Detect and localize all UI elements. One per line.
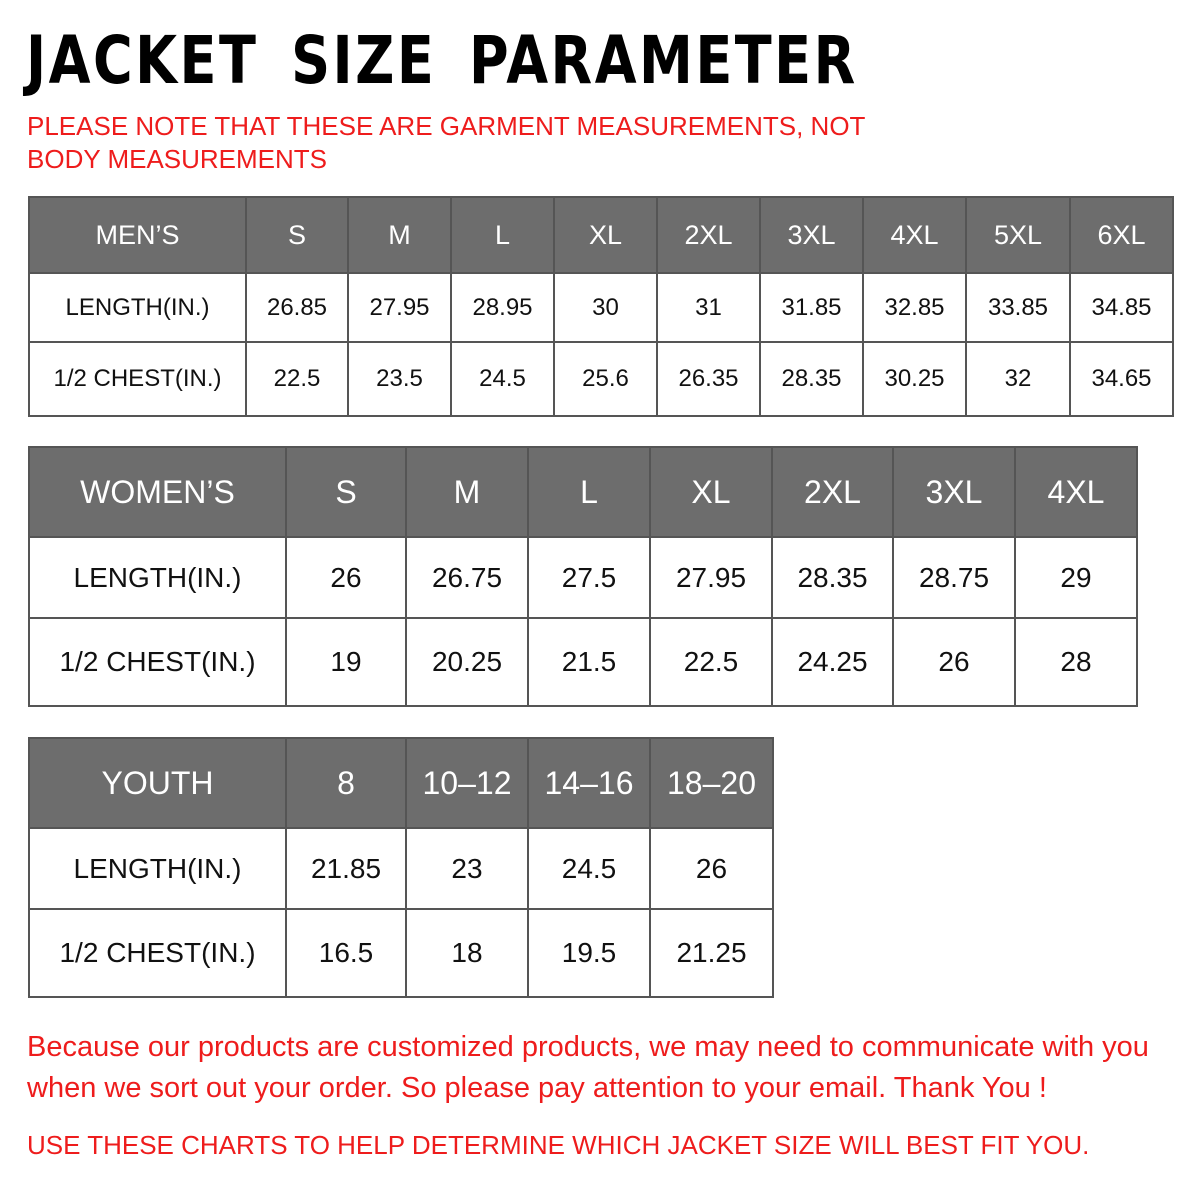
measurement-value: 26 <box>285 536 407 619</box>
measurement-value: 22.5 <box>649 617 773 707</box>
category-header: WOMEN’S <box>28 446 287 538</box>
page-title: JACKET SIZE PARAMETER <box>26 22 858 99</box>
measurement-value: 19.5 <box>527 908 651 998</box>
size-header: 5XL <box>965 196 1071 274</box>
measurement-value: 26.75 <box>405 536 529 619</box>
size-header: XL <box>649 446 773 538</box>
size-header: S <box>245 196 349 274</box>
measurement-value: 26 <box>892 617 1016 707</box>
measurement-value: 28.95 <box>450 272 555 343</box>
size-header: M <box>347 196 452 274</box>
fit-instruction: USE THESE CHARTS TO HELP DETERMINE WHICH… <box>27 1130 1090 1160</box>
measurement-value: 28.35 <box>759 341 864 417</box>
measurement-value: 22.5 <box>245 341 349 417</box>
measurement-value: 26.85 <box>245 272 349 343</box>
measurement-value: 21.5 <box>527 617 651 707</box>
size-header: S <box>285 446 407 538</box>
measurement-value: 21.25 <box>649 908 774 998</box>
table-row: LENGTH(IN.) 26 26.75 27.5 27.95 28.35 28.75 29 <box>28 536 1138 619</box>
measurement-value: 33.85 <box>965 272 1071 343</box>
measurement-value: 34.85 <box>1069 272 1174 343</box>
measurement-value: 26.35 <box>656 341 761 417</box>
measurement-value: 23 <box>405 827 529 910</box>
table-header-row: YOUTH 8 10–12 14–16 18–20 <box>28 737 774 829</box>
measurement-value: 18 <box>405 908 529 998</box>
table-row: LENGTH(IN.) 21.85 23 24.5 26 <box>28 827 774 910</box>
measurement-value: 25.6 <box>553 341 658 417</box>
size-header: 8 <box>285 737 407 829</box>
size-header: L <box>527 446 651 538</box>
size-header: 4XL <box>862 196 967 274</box>
measurement-label: 1/2 CHEST(IN.) <box>28 617 287 707</box>
youth-size-table: YOUTH 8 10–12 14–16 18–20 LENGTH(IN.) 21.85 23 2… <box>28 737 774 998</box>
measurement-value: 24.25 <box>771 617 894 707</box>
measurement-value: 23.5 <box>347 341 452 417</box>
measurement-value: 32 <box>965 341 1071 417</box>
measurement-label: LENGTH(IN.) <box>28 827 287 910</box>
size-header: 6XL <box>1069 196 1174 274</box>
size-header: 2XL <box>771 446 894 538</box>
mens-size-table: MEN’S S M L XL 2XL 3XL 4XL 5XL 6XL LENGTH(IN.) 26.8… <box>28 196 1174 417</box>
size-header: 14–16 <box>527 737 651 829</box>
measurement-value: 32.85 <box>862 272 967 343</box>
measurement-value: 30.25 <box>862 341 967 417</box>
table-row: 1/2 CHEST(IN.) 22.5 23.5 24.5 25.6 26.35 28.35… <box>28 341 1174 417</box>
size-header: 4XL <box>1014 446 1138 538</box>
size-header: 3XL <box>759 196 864 274</box>
size-header: 18–20 <box>649 737 774 829</box>
category-header: YOUTH <box>28 737 287 829</box>
measurement-value: 19 <box>285 617 407 707</box>
measurement-value: 28.75 <box>892 536 1016 619</box>
measurement-note: PLEASE NOTE THAT THESE ARE GARMENT MEASU… <box>27 111 865 174</box>
table-row: LENGTH(IN.) 26.85 27.95 28.95 30 31 31.85 32.85… <box>28 272 1174 343</box>
measurement-value: 28.35 <box>771 536 894 619</box>
measurement-value: 34.65 <box>1069 341 1174 417</box>
table-row: 1/2 CHEST(IN.) 19 20.25 21.5 22.5 24.25 26 28 <box>28 617 1138 707</box>
size-header: M <box>405 446 529 538</box>
measurement-value: 30 <box>553 272 658 343</box>
size-header: L <box>450 196 555 274</box>
measurement-value: 24.5 <box>450 341 555 417</box>
measurement-value: 20.25 <box>405 617 529 707</box>
measurement-value: 27.5 <box>527 536 651 619</box>
measurement-label: LENGTH(IN.) <box>28 272 247 343</box>
measurement-value: 27.95 <box>347 272 452 343</box>
measurement-value: 28 <box>1014 617 1138 707</box>
measurement-value: 21.85 <box>285 827 407 910</box>
measurement-value: 31 <box>656 272 761 343</box>
customization-message: Because our products are customized prod… <box>27 1031 1149 1104</box>
category-header: MEN’S <box>28 196 247 274</box>
measurement-value: 24.5 <box>527 827 651 910</box>
size-header: XL <box>553 196 658 274</box>
table-row: 1/2 CHEST(IN.) 16.5 18 19.5 21.25 <box>28 908 774 998</box>
measurement-value: 16.5 <box>285 908 407 998</box>
measurement-value: 31.85 <box>759 272 864 343</box>
table-header-row: WOMEN’S S M L XL 2XL 3XL 4XL <box>28 446 1138 538</box>
measurement-label: LENGTH(IN.) <box>28 536 287 619</box>
measurement-label: 1/2 CHEST(IN.) <box>28 341 247 417</box>
size-header: 2XL <box>656 196 761 274</box>
measurement-label: 1/2 CHEST(IN.) <box>28 908 287 998</box>
table-header-row: MEN’S S M L XL 2XL 3XL 4XL 5XL 6XL <box>28 196 1174 274</box>
womens-size-table: WOMEN’S S M L XL 2XL 3XL 4XL LENGTH(IN.) 26 26.75 2… <box>28 446 1138 707</box>
measurement-value: 27.95 <box>649 536 773 619</box>
measurement-value: 29 <box>1014 536 1138 619</box>
size-header: 10–12 <box>405 737 529 829</box>
size-header: 3XL <box>892 446 1016 538</box>
measurement-value: 26 <box>649 827 774 910</box>
